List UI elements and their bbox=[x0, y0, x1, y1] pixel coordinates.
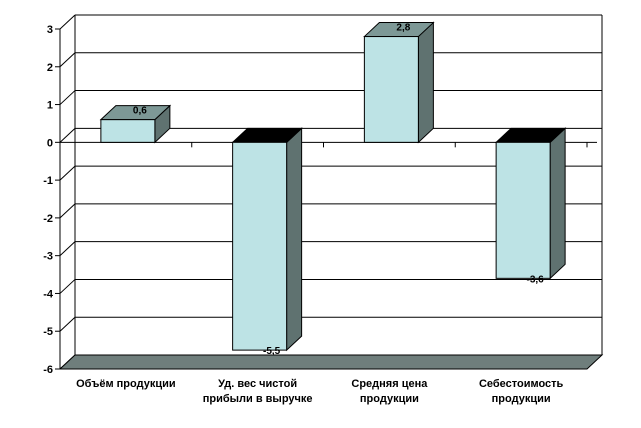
y-tick-label: 0 bbox=[47, 137, 53, 149]
data-label: -5,5 bbox=[263, 346, 281, 357]
data-label: 0,6 bbox=[133, 106, 147, 117]
bar bbox=[363, 21, 435, 144]
category-label-line: Себестоимость bbox=[479, 378, 564, 390]
gridline-depth bbox=[59, 14, 76, 30]
chart-floor-plane bbox=[58, 354, 604, 370]
y-tick-label: -5 bbox=[43, 326, 53, 338]
bar-side bbox=[417, 21, 434, 144]
gridline-depth bbox=[59, 90, 76, 105]
y-tick-label: -1 bbox=[43, 175, 53, 187]
data-label: -3,6 bbox=[527, 274, 545, 285]
bars bbox=[99, 21, 567, 352]
category-label: Объём продукции bbox=[76, 378, 176, 390]
gridline-depth bbox=[59, 316, 76, 332]
gridline-depth bbox=[59, 203, 76, 219]
y-tick-label: 3 bbox=[47, 24, 53, 36]
category-label: Уд. вес чистой прибыли в выручке bbox=[203, 378, 313, 405]
bar-side bbox=[549, 127, 566, 280]
y-tick-label: -2 bbox=[43, 213, 53, 225]
y-axis-ticks: 3 2 1 0 -1 -2 -3 -4 -5 -6 bbox=[43, 24, 60, 376]
category-label-line: Уд. вес чистой bbox=[218, 378, 297, 390]
bar-side bbox=[286, 127, 303, 352]
bar bbox=[231, 127, 303, 352]
category-label-line: продукции bbox=[360, 393, 419, 405]
gridline-depth bbox=[59, 127, 76, 143]
bar bbox=[494, 127, 567, 280]
gridline-depth bbox=[59, 52, 76, 68]
category-label: Средняя цена продукции bbox=[351, 378, 428, 405]
category-label-line: продукции bbox=[492, 393, 551, 405]
category-label-line: прибыли в выручке bbox=[203, 393, 313, 405]
category-label-line: Средняя цена bbox=[351, 378, 428, 390]
bar bbox=[99, 104, 172, 144]
y-tick-label: 1 bbox=[47, 100, 53, 112]
bar-front bbox=[100, 119, 156, 143]
category-label: Себестоимость продукции bbox=[479, 378, 564, 405]
y-tick-label: -4 bbox=[43, 288, 54, 300]
bar-front bbox=[363, 36, 419, 143]
y-tick-label: -6 bbox=[43, 364, 53, 376]
category-labels: Объём продукции Уд. вес чистой прибыли в в… bbox=[76, 378, 563, 405]
bar-front bbox=[495, 141, 551, 279]
data-labels: 0,6 -5,5 2,8 -3,6 bbox=[133, 23, 544, 358]
bar-front bbox=[232, 141, 288, 351]
gridline-depth bbox=[59, 279, 76, 294]
gridline-depth bbox=[59, 241, 76, 257]
category-label-line: Объём продукции bbox=[76, 378, 176, 390]
y-tick-label: -3 bbox=[43, 251, 53, 263]
chart-floor bbox=[58, 354, 604, 370]
gridline-depth bbox=[59, 165, 76, 181]
y-tick-label: 2 bbox=[47, 62, 53, 74]
data-label: 2,8 bbox=[396, 23, 410, 34]
